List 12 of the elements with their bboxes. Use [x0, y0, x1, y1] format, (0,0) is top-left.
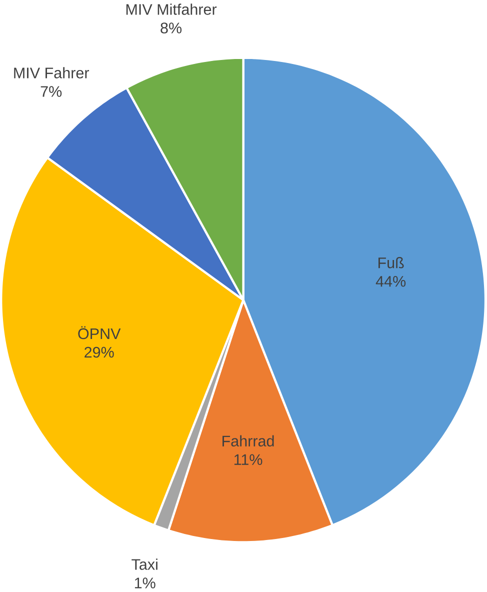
slice-label: MIV Mitfahrer	[126, 4, 217, 15]
data-label: 44%	[376, 276, 406, 287]
slice-label: Taxi	[132, 558, 158, 570]
slice-label: Fuß	[378, 257, 404, 268]
data-label: 8%	[160, 22, 182, 34]
slice-label: Fahrrad	[222, 435, 274, 446]
slice-label: MIV Fahrer	[14, 67, 90, 78]
data-label: 29%	[84, 346, 114, 358]
data-label: 7%	[41, 86, 62, 97]
data-label: 11%	[234, 454, 262, 465]
slice-label: ÖPNV	[78, 326, 121, 340]
data-label: 1%	[135, 578, 156, 588]
